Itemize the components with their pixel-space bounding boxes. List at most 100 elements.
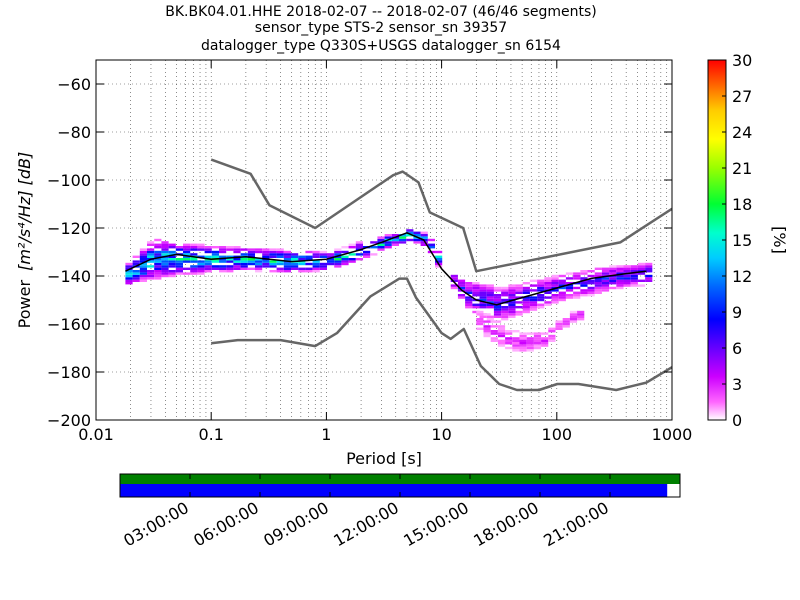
density-cell — [161, 246, 169, 249]
density-cell — [519, 349, 527, 352]
density-cell — [497, 342, 506, 345]
density-cell — [139, 253, 148, 256]
density-cell — [515, 284, 523, 287]
density-cell — [219, 267, 227, 270]
density-cell — [147, 265, 155, 268]
density-cell — [168, 246, 176, 249]
density-cell — [587, 279, 595, 282]
density-cell — [197, 265, 205, 268]
density-cell — [465, 286, 473, 290]
density-cell — [276, 267, 284, 270]
density-cell — [645, 267, 653, 270]
density-cell — [139, 265, 148, 268]
density-cell — [283, 255, 292, 258]
y-tick-label: −80 — [57, 123, 91, 142]
density-cell — [476, 318, 484, 321]
density-cell — [334, 253, 342, 256]
density-cell — [573, 294, 581, 297]
density-cell — [161, 260, 169, 263]
density-cell — [594, 282, 602, 285]
density-cell — [544, 291, 552, 294]
density-cell — [537, 279, 545, 282]
density-cell — [377, 246, 385, 249]
density-cell — [370, 253, 378, 256]
density-cell — [505, 332, 513, 335]
density-cell — [319, 250, 328, 254]
density-cell — [580, 282, 588, 285]
density-cell — [493, 289, 502, 292]
density-cell — [465, 303, 473, 306]
density-cell — [247, 267, 256, 270]
density-cell — [283, 262, 292, 266]
density-cell — [522, 301, 530, 304]
density-cell — [125, 270, 133, 273]
density-cell — [569, 318, 578, 321]
density-cell — [565, 282, 574, 285]
density-cell — [450, 277, 458, 280]
y-tick-label: −180 — [47, 363, 91, 382]
density-cell — [154, 270, 162, 273]
density-cell — [154, 267, 162, 270]
density-cell — [630, 274, 638, 278]
density-cell — [508, 286, 516, 290]
density-cell — [183, 258, 191, 261]
density-cell — [519, 344, 527, 347]
density-cell — [551, 296, 559, 299]
density-cell — [497, 334, 506, 338]
density-cell — [190, 267, 198, 270]
density-cell — [168, 262, 176, 266]
density-cell — [493, 286, 502, 290]
density-cell — [413, 234, 421, 237]
density-cell — [147, 270, 155, 273]
density-cell — [609, 270, 617, 273]
density-cell — [334, 248, 342, 251]
density-cell — [486, 296, 494, 299]
density-cell — [276, 248, 284, 251]
density-cell — [490, 330, 498, 333]
density-cell — [355, 241, 364, 244]
density-cell — [508, 289, 516, 292]
density-cell — [262, 248, 270, 251]
y-axis-ticks: −200 −180 −160 −140 −120 −100 −80 −60 — [47, 75, 672, 430]
density-cell — [132, 262, 140, 266]
density-cell — [147, 255, 155, 258]
density-cell — [334, 250, 342, 254]
density-cell — [555, 322, 563, 326]
density-cell — [269, 262, 277, 266]
density-cell — [161, 250, 169, 254]
density-cell — [175, 272, 184, 275]
x-tick-label: 1 — [321, 425, 331, 444]
density-cell — [161, 258, 169, 261]
density-cell — [616, 272, 624, 275]
density-cell — [541, 337, 549, 340]
density-cell — [125, 279, 133, 282]
density-cell — [125, 274, 133, 278]
density-cell — [601, 277, 610, 280]
density-cell — [132, 260, 140, 263]
density-cell — [175, 246, 184, 249]
density-cell — [541, 344, 549, 347]
timeline-tick-label: 18:00:00 — [470, 498, 542, 550]
density-cell — [269, 270, 277, 273]
density-cell — [269, 248, 277, 251]
density-cell — [490, 325, 498, 328]
density-cell — [587, 291, 595, 294]
density-cell — [435, 255, 443, 258]
density-cell — [283, 267, 292, 270]
density-cell — [558, 282, 566, 285]
density-cell — [465, 296, 473, 299]
density-cell — [240, 265, 248, 268]
density-cell — [479, 289, 487, 292]
density-cell — [161, 270, 169, 273]
density-cell — [435, 250, 443, 254]
density-cell — [262, 250, 270, 254]
x-tick-label: 1000 — [652, 425, 693, 444]
density-cell — [420, 241, 428, 244]
y-tick-label: −100 — [47, 171, 91, 190]
density-cell — [269, 265, 277, 268]
density-cell — [522, 306, 530, 309]
density-cell — [384, 241, 392, 244]
density-cell — [497, 344, 506, 347]
density-cell — [587, 289, 595, 292]
density-cell — [465, 282, 473, 285]
